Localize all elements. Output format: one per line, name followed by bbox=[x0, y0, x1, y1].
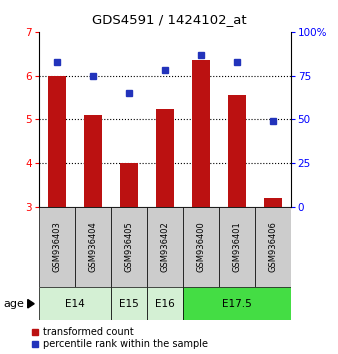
Bar bbox=[120, 163, 138, 207]
Bar bbox=[39, 207, 75, 287]
Bar bbox=[39, 287, 111, 320]
Bar bbox=[48, 76, 66, 207]
Text: GSM936403: GSM936403 bbox=[52, 222, 62, 272]
Bar bbox=[147, 207, 183, 287]
Bar bbox=[228, 95, 246, 207]
Text: E14: E14 bbox=[65, 298, 85, 309]
Text: E15: E15 bbox=[119, 298, 139, 309]
Text: GSM936402: GSM936402 bbox=[160, 222, 169, 272]
Text: age: age bbox=[3, 299, 24, 309]
Text: GSM936405: GSM936405 bbox=[124, 222, 133, 272]
Bar bbox=[183, 287, 291, 320]
Bar bbox=[111, 287, 147, 320]
Bar bbox=[255, 207, 291, 287]
Text: E16: E16 bbox=[155, 298, 175, 309]
Bar bbox=[75, 207, 111, 287]
Text: E17.5: E17.5 bbox=[222, 298, 251, 309]
Bar bbox=[111, 207, 147, 287]
Text: GDS4591 / 1424102_at: GDS4591 / 1424102_at bbox=[92, 13, 246, 26]
Bar bbox=[183, 207, 219, 287]
Text: GSM936400: GSM936400 bbox=[196, 222, 205, 272]
Text: GSM936404: GSM936404 bbox=[88, 222, 97, 272]
Bar bbox=[219, 207, 255, 287]
Bar bbox=[264, 198, 282, 207]
Bar bbox=[156, 109, 174, 207]
Polygon shape bbox=[28, 299, 34, 308]
Legend: transformed count, percentile rank within the sample: transformed count, percentile rank withi… bbox=[32, 327, 208, 349]
Text: GSM936406: GSM936406 bbox=[268, 222, 277, 272]
Bar bbox=[84, 115, 102, 207]
Text: GSM936401: GSM936401 bbox=[232, 222, 241, 272]
Bar bbox=[147, 287, 183, 320]
Bar bbox=[192, 60, 210, 207]
